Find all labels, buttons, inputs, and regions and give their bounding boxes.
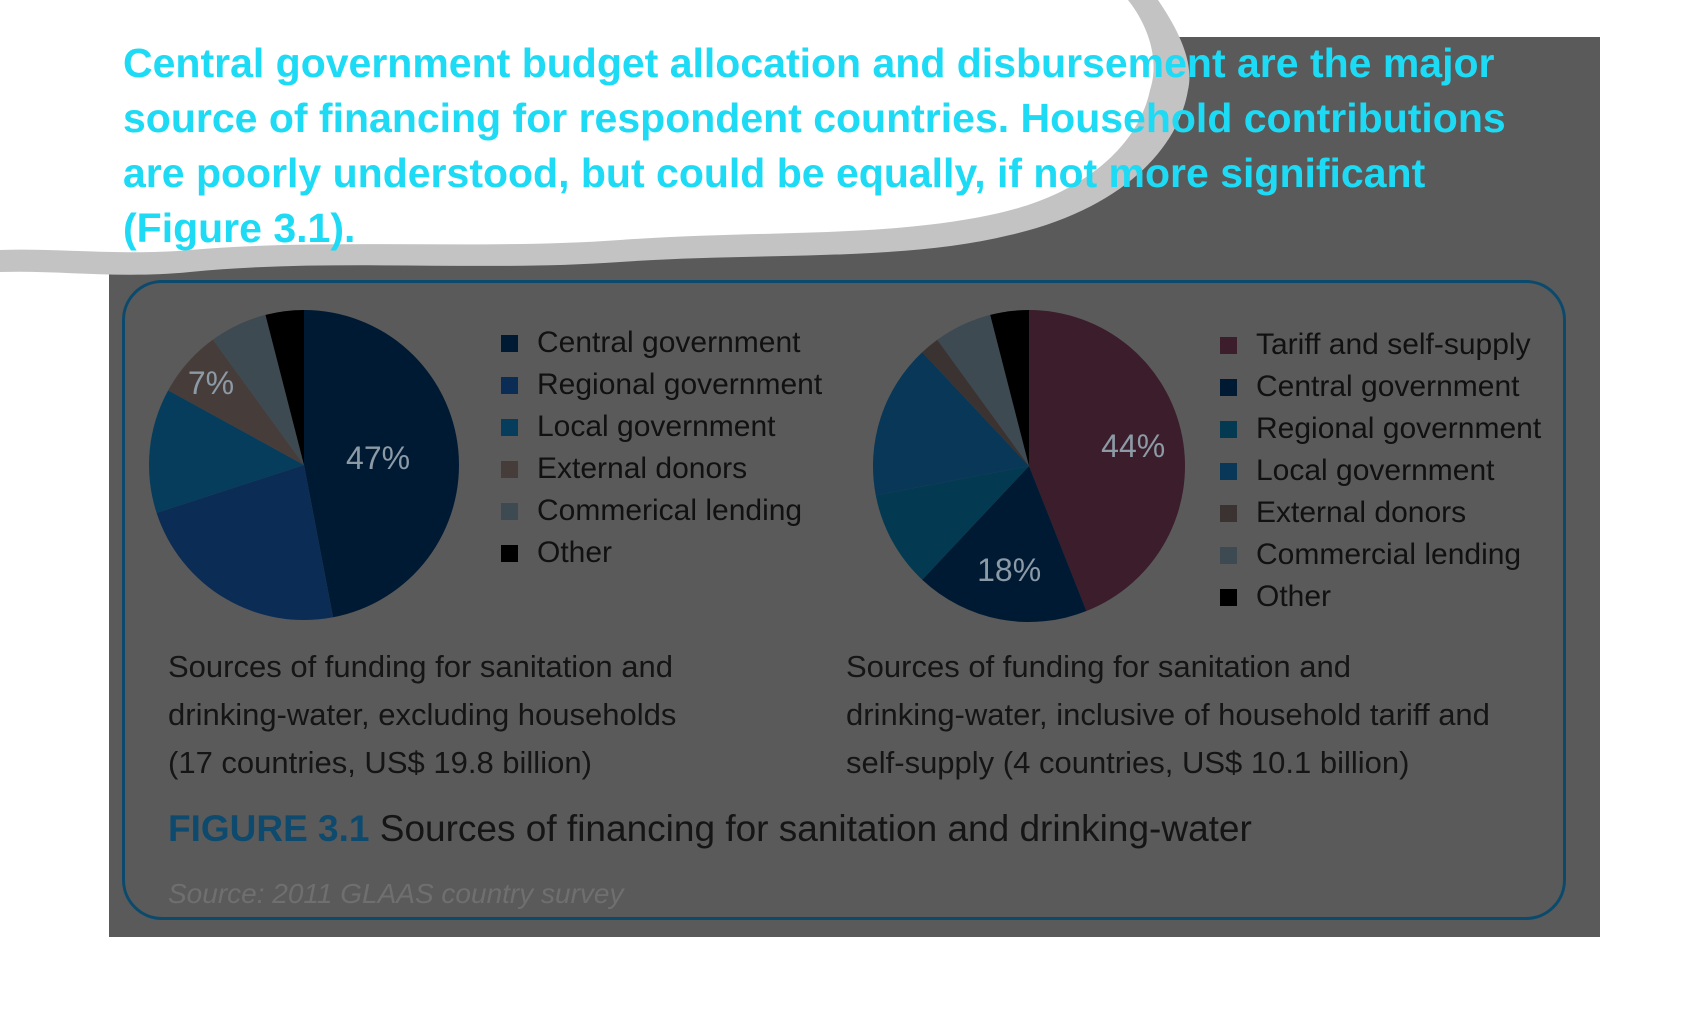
pie-slice-central-government (922, 466, 1087, 622)
pie-data-label: 7% (188, 365, 234, 401)
figure-frame (122, 280, 1566, 920)
legend-item: Other (501, 532, 822, 574)
legend-swatch (1220, 504, 1237, 522)
legend-swatch (501, 418, 518, 436)
legend-item: Commerical lending (501, 490, 822, 532)
legend-item: Other (1220, 576, 1541, 618)
wave-overlay (0, 0, 1190, 275)
legend-label: Tariff and self-supply (1256, 328, 1531, 361)
legend-label: Local government (1256, 454, 1495, 487)
legend-label: Central government (537, 326, 801, 359)
legend-item: Central government (1220, 366, 1541, 408)
legend-label: Central government (1256, 370, 1520, 403)
legend-swatch (1220, 546, 1237, 564)
figure-title: FIGURE 3.1 Sources of financing for sani… (168, 808, 1252, 850)
legend-swatch (501, 334, 518, 352)
legend-item: Central government (501, 322, 822, 364)
pie-chart-inclusive-households: 44% 18% (873, 310, 1185, 622)
legend-label: Local government (537, 410, 776, 443)
pie-slice-regional-government (156, 465, 334, 620)
legend-swatch (1220, 378, 1237, 396)
pie-slice-other (990, 310, 1029, 466)
figure-label: FIGURE 3.1 (168, 808, 370, 849)
legend-item: Local government (501, 406, 822, 448)
caption-chart-1: Sources of funding for sanitation and dr… (168, 643, 788, 787)
pie-slice-tariff-and-self-supply (1029, 310, 1185, 612)
legend-item: Regional government (501, 364, 822, 406)
legend-label: Commercial lending (1256, 538, 1522, 571)
pie-data-label: 47% (346, 440, 410, 476)
legend-label: Regional government (537, 368, 823, 401)
legend-swatch (1220, 420, 1237, 438)
legend-label: Other (537, 536, 613, 569)
legend-label: External donors (537, 452, 748, 485)
legend-swatch (1220, 588, 1237, 606)
legend-item: External donors (501, 448, 822, 490)
figure-title-text: Sources of financing for sanitation and … (369, 808, 1252, 849)
caption-line: drinking-water, inclusive of household t… (846, 697, 1490, 732)
legend-item: Tariff and self-supply (1220, 324, 1541, 366)
legend-swatch (501, 460, 518, 478)
pie-data-label: 44% (1101, 428, 1165, 464)
legend-label: Regional government (1256, 412, 1542, 445)
legend-item: Local government (1220, 450, 1541, 492)
headline-text: Central government budget allocation and… (123, 40, 1506, 251)
caption-chart-2: Sources of funding for sanitation and dr… (846, 643, 1566, 787)
caption-line: (17 countries, US$ 19.8 billion) (168, 745, 592, 780)
source-note: Source: 2011 GLAAS country survey (168, 878, 624, 909)
caption-line: Sources of funding for sanitation and (846, 649, 1351, 684)
legend-chart-2: Tariff and self-supply Central government… (1220, 324, 1541, 618)
legend-swatch (1220, 336, 1237, 354)
caption-line: Sources of funding for sanitation and (168, 649, 673, 684)
legend-label: Other (1256, 580, 1332, 613)
legend-label: Commerical lending (537, 494, 803, 527)
pie-slice-commercial-lending (937, 314, 1029, 466)
legend-swatch (1220, 462, 1237, 480)
pie-chart-excluding-households: 47% 7% (149, 310, 459, 620)
caption-line: drinking-water, excluding households (168, 697, 677, 732)
legend-label: External donors (1256, 496, 1467, 529)
legend-swatch (501, 376, 518, 394)
legend-swatch (501, 544, 518, 562)
pie-slice-external-donors (168, 339, 304, 465)
pie-slice-central-government (304, 310, 459, 618)
legend-item: External donors (1220, 492, 1541, 534)
pie-slice-local-government (873, 352, 1029, 496)
legend-chart-1: Central government Regional government Loc… (501, 322, 822, 574)
pie-slice-commerical-lending (212, 314, 304, 465)
pie-slice-local-government (149, 390, 304, 513)
pie-slice-other (265, 310, 304, 465)
pie-slice-regional-government (875, 466, 1029, 580)
legend-swatch (501, 502, 518, 520)
pie-data-label: 18% (977, 552, 1041, 588)
legend-item: Commercial lending (1220, 534, 1541, 576)
legend-item: Regional government (1220, 408, 1541, 450)
pie-slice-external-donors (922, 339, 1029, 466)
caption-line: self-supply (4 countries, US$ 10.1 billi… (846, 745, 1410, 780)
